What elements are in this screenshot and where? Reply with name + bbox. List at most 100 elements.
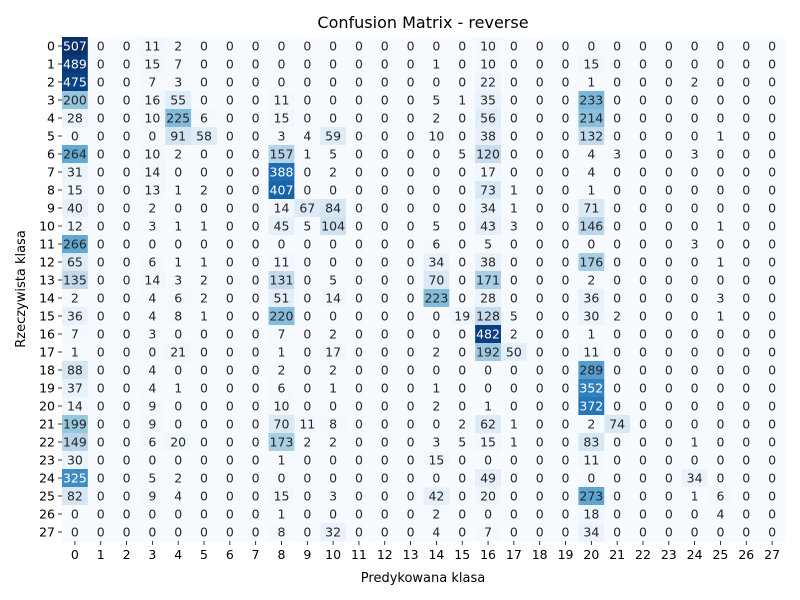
cell-value-label-19-7: 0 [252, 381, 260, 396]
cell-value-label-10-5: 1 [200, 219, 208, 234]
cell-value-label-3-0: 200 [63, 93, 87, 108]
x-tick-label-6: 6 [226, 547, 234, 562]
heatmap-cell-15-21 [604, 307, 631, 326]
cell-value-label-25-19: 0 [562, 489, 570, 504]
cell-value-label-0-21: 0 [613, 39, 621, 54]
cell-value-label-19-14: 1 [432, 381, 440, 396]
heatmap-cell-25-27 [759, 487, 786, 506]
cell-value-label-1-11: 0 [355, 57, 363, 72]
cell-value-label-11-3: 0 [148, 237, 156, 252]
cell-value-label-3-12: 0 [381, 93, 389, 108]
cell-value-label-10-18: 0 [536, 219, 544, 234]
cell-value-label-26-7: 0 [252, 507, 260, 522]
heatmap-cell-15-11 [346, 307, 373, 326]
heatmap-cell-23-13 [397, 451, 424, 470]
heatmap-cell-15-7 [242, 307, 270, 326]
heatmap-cell-5-23 [655, 127, 683, 146]
heatmap-cell-0-17 [500, 37, 528, 56]
heatmap-cell-27-17 [500, 523, 528, 542]
cell-value-label-16-4: 0 [174, 327, 182, 342]
cell-value-label-19-13: 0 [407, 381, 415, 396]
heatmap-cell-24-6 [216, 469, 244, 488]
cell-value-label-2-0: 475 [63, 75, 87, 90]
cell-value-label-24-18: 0 [536, 471, 544, 486]
cell-value-label-17-12: 0 [381, 345, 389, 360]
heatmap-cell-10-13 [397, 217, 424, 236]
heatmap-cell-17-25 [707, 343, 734, 362]
cell-value-label-20-15: 0 [458, 399, 466, 414]
heatmap-cell-22-17 [500, 433, 528, 452]
cell-value-label-8-22: 0 [639, 183, 647, 198]
heatmap-cell-0-21 [604, 37, 631, 56]
cell-value-label-7-24: 0 [691, 165, 699, 180]
cell-value-label-27-8: 8 [278, 525, 286, 540]
heatmap-cell-14-3 [139, 289, 166, 308]
cell-value-label-9-10: 84 [325, 201, 341, 216]
cell-value-label-22-23: 0 [665, 435, 673, 450]
cell-value-label-20-24: 0 [691, 399, 699, 414]
cell-value-label-25-17: 0 [510, 489, 518, 504]
heatmap-cell-2-17 [500, 73, 528, 92]
cell-value-label-21-26: 0 [742, 417, 750, 432]
cell-value-label-11-1: 0 [97, 237, 105, 252]
cell-value-label-8-11: 0 [355, 183, 363, 198]
cell-value-label-12-27: 0 [768, 255, 776, 270]
cell-value-label-5-5: 58 [196, 129, 212, 144]
heatmap-cell-17-6 [216, 343, 244, 362]
y-tick-label-14: 14 [39, 291, 55, 306]
heatmap-cell-25-4 [165, 487, 192, 506]
heatmap-cell-8-15 [449, 181, 476, 200]
cell-value-label-14-22: 0 [639, 291, 647, 306]
cell-value-label-25-1: 0 [97, 489, 105, 504]
x-axis-label: Predykowana klasa [361, 571, 485, 586]
heatmap-cell-15-9 [294, 307, 321, 326]
heatmap-cell-22-18 [526, 433, 554, 452]
cell-value-label-20-12: 0 [381, 399, 389, 414]
cell-value-label-23-26: 0 [742, 453, 750, 468]
cell-value-label-13-10: 5 [329, 273, 337, 288]
heatmap-cell-5-24 [681, 127, 709, 146]
heatmap-cell-26-24 [681, 505, 709, 524]
heatmap-cell-2-9 [294, 73, 321, 92]
cell-value-label-12-10: 0 [329, 255, 337, 270]
cell-value-label-20-9: 0 [303, 399, 311, 414]
heatmap-cell-7-23 [655, 163, 683, 182]
cell-value-label-3-4: 55 [170, 93, 186, 108]
heatmap-cell-12-5 [191, 253, 218, 272]
heatmap-cell-24-12 [371, 469, 399, 488]
y-tick-label-5: 5 [47, 129, 55, 144]
cell-value-label-3-21: 0 [613, 93, 621, 108]
x-tick-label-10: 10 [325, 547, 341, 562]
cell-value-label-11-17: 0 [510, 237, 518, 252]
cell-value-label-21-20: 2 [587, 417, 595, 432]
cell-value-label-9-20: 71 [583, 201, 599, 216]
heatmap-cell-0-24 [681, 37, 709, 56]
heatmap-cell-22-23 [655, 433, 683, 452]
cell-value-label-20-13: 0 [407, 399, 415, 414]
cell-value-label-1-6: 0 [226, 57, 234, 72]
cell-value-label-6-16: 120 [476, 147, 500, 162]
cell-value-label-17-15: 0 [458, 345, 466, 360]
heatmap-cell-19-9 [294, 379, 321, 398]
cell-value-label-27-5: 0 [200, 525, 208, 540]
cell-value-label-25-20: 273 [579, 489, 603, 504]
heatmap-cell-20-7 [242, 397, 270, 416]
x-tick-label-16: 16 [480, 547, 496, 562]
heatmap-cell-16-6 [216, 325, 244, 344]
heatmap-cell-20-16 [475, 397, 502, 416]
cell-value-label-16-15: 0 [458, 327, 466, 342]
heatmap-cell-6-19 [552, 145, 579, 164]
cell-value-label-2-18: 0 [536, 75, 544, 90]
cell-value-label-15-14: 0 [432, 309, 440, 324]
heatmap-cell-22-14 [423, 433, 450, 452]
y-tick-label-7: 7 [47, 165, 55, 180]
cell-value-label-15-9: 0 [303, 309, 311, 324]
heatmap-cell-21-23 [655, 415, 683, 434]
heatmap-cell-4-2 [113, 109, 140, 128]
heatmap-cell-9-24 [681, 199, 709, 218]
cell-value-label-5-7: 0 [252, 129, 260, 144]
cell-value-label-7-8: 388 [270, 165, 294, 180]
cell-value-label-5-20: 132 [579, 129, 603, 144]
cell-value-label-17-6: 0 [226, 345, 234, 360]
heatmap-cell-17-1 [87, 343, 115, 362]
